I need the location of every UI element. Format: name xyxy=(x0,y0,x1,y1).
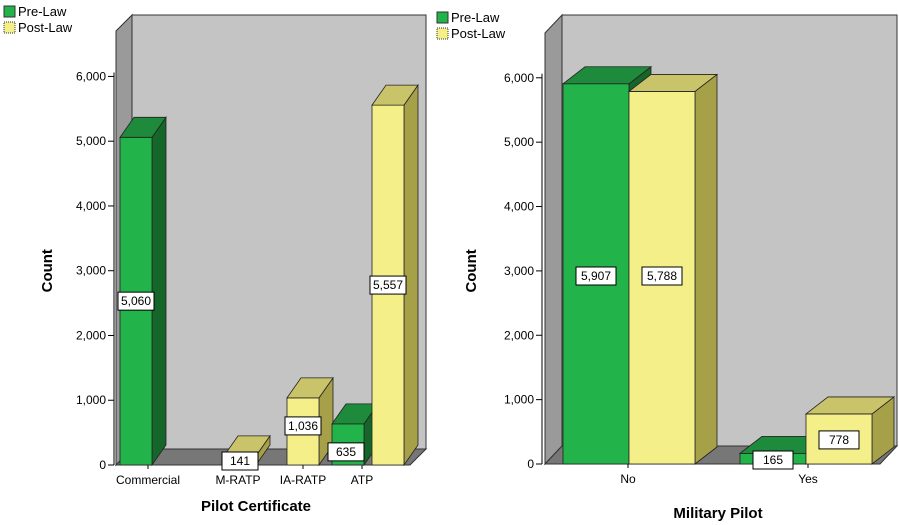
y-tick-label: 4,000 xyxy=(504,200,534,214)
data-label-box xyxy=(221,451,259,471)
bar-top xyxy=(627,74,719,92)
y-axis-title: Count xyxy=(39,249,56,292)
data-label: 635 xyxy=(336,445,356,459)
x-tick-label: IA-RATP xyxy=(280,473,326,487)
x-axis-title: Pilot Certificate xyxy=(201,498,311,515)
y-tick-label: 5,000 xyxy=(76,134,106,148)
x-tick-label: Commercial xyxy=(116,473,180,487)
legend-label-post-law: Post-Law xyxy=(18,20,73,35)
data-label-box xyxy=(575,266,617,286)
y-tick-label: 1,000 xyxy=(76,393,106,407)
pilot-certificate-chart: 0 1,000 2,000 3,000 4,000 5,000 6,000 Count Pilo… xyxy=(3,4,428,515)
data-label-box xyxy=(369,275,407,295)
y-tick-label: 4,000 xyxy=(76,199,106,213)
y-tick-label: 0 xyxy=(527,457,534,471)
y-tick-label: 6,000 xyxy=(504,71,534,85)
y-tick-label: 0 xyxy=(99,458,106,472)
legend-swatch-pre-law xyxy=(3,5,16,18)
x-tick-label: M-RATP xyxy=(215,473,260,487)
data-label: 5,788 xyxy=(647,269,677,283)
military-pilot-chart: 0 1,000 2,000 3,000 4,000 5,000 6,000 Count Mili… xyxy=(436,10,899,522)
y-tick-label: 3,000 xyxy=(504,264,534,278)
x-tick-label: No xyxy=(620,472,636,486)
data-label: 141 xyxy=(230,454,250,468)
bar-top xyxy=(119,116,167,138)
bar-side xyxy=(694,73,718,465)
y-tick-label: 2,000 xyxy=(504,328,534,342)
legend-swatch-post-law xyxy=(436,27,449,40)
data-label: 5,557 xyxy=(373,278,403,292)
data-label-box xyxy=(117,291,155,311)
bar-post-law-atp xyxy=(371,83,419,467)
data-label-box xyxy=(284,416,322,436)
y-tick-label: 6,000 xyxy=(76,69,106,83)
legend-label-post-law: Post-Law xyxy=(451,26,506,41)
x-axis-title: Military Pilot xyxy=(673,505,762,522)
side-wall xyxy=(544,13,563,466)
data-label-box xyxy=(641,266,683,286)
data-label: 5,060 xyxy=(121,294,151,308)
legend-swatch-pre-law xyxy=(436,11,449,24)
legend-label-pre-law: Pre-Law xyxy=(18,4,67,19)
y-tick-label: 3,000 xyxy=(76,264,106,278)
bar-side xyxy=(151,116,167,467)
bar-top xyxy=(371,84,419,106)
data-label-box xyxy=(327,442,365,462)
x-tick-label: Yes xyxy=(798,472,818,486)
data-label: 778 xyxy=(829,433,849,447)
legend-swatch-post-law xyxy=(3,21,16,34)
bar-side xyxy=(403,83,419,467)
y-tick-label: 2,000 xyxy=(76,328,106,342)
y-axis-title: Count xyxy=(463,249,480,292)
bar-pre-law-commercial xyxy=(119,116,167,467)
data-label: 1,036 xyxy=(288,419,318,433)
y-tick-label: 1,000 xyxy=(504,393,534,407)
data-label-box xyxy=(818,430,860,450)
legend-label-pre-law: Pre-Law xyxy=(451,10,500,25)
bar-post-law-yes xyxy=(804,396,896,465)
data-label: 165 xyxy=(763,453,783,467)
x-tick-label: ATP xyxy=(351,473,373,487)
y-tick-label: 5,000 xyxy=(504,135,534,149)
bar-top xyxy=(804,396,896,415)
data-label: 5,907 xyxy=(581,269,611,283)
data-label-box xyxy=(752,450,794,470)
bar-top xyxy=(561,66,653,85)
bar-top xyxy=(286,377,334,399)
